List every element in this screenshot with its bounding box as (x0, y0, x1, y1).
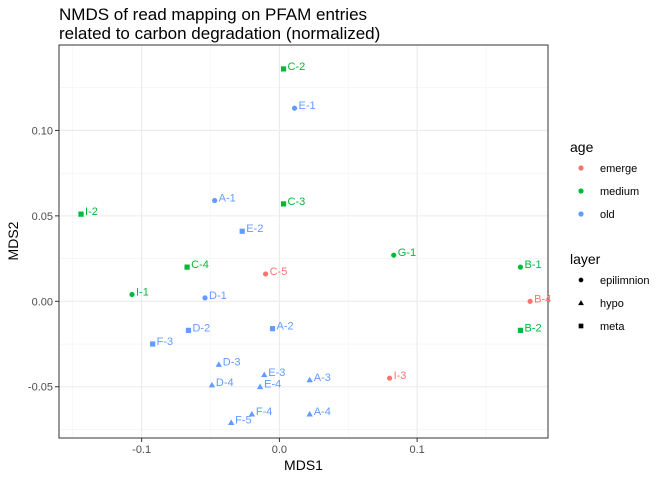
legend-key (578, 323, 584, 329)
legends: age emerge medium old layer epilimnion hypo met… (570, 139, 650, 333)
legend-label: epilimnion (600, 275, 650, 287)
point-label: I-1 (136, 286, 149, 298)
point-label: B-1 (524, 259, 541, 271)
point-label: D-1 (209, 290, 227, 302)
data-point (517, 264, 524, 270)
legend-key (578, 188, 584, 194)
data-point (306, 376, 313, 383)
data-point (129, 291, 135, 298)
data-point (256, 383, 264, 390)
data-point (227, 419, 235, 426)
x-tick-label: 0.1 (409, 444, 424, 456)
chart-title-line-1: NMDS of read mapping on PFAM entries (59, 5, 367, 24)
point-label: C-5 (270, 266, 288, 278)
point-label: I-2 (85, 206, 98, 218)
data-point (527, 298, 533, 304)
data-point (391, 252, 397, 258)
legend-label: medium (600, 186, 639, 198)
legend-label: hypo (600, 298, 624, 310)
point-label: G-1 (398, 247, 416, 259)
point-label: A-2 (277, 321, 294, 333)
axis-ticks: -0.1 0.0 0.1 -0.05 0.00 0.05 0.10 (28, 125, 425, 456)
point-label: D-3 (223, 357, 241, 369)
point-label: A-1 (219, 192, 236, 204)
point-label: F-4 (256, 406, 273, 418)
point-label: E-3 (268, 367, 285, 379)
point-label: A-3 (314, 372, 331, 384)
y-tick-label: -0.05 (28, 382, 53, 394)
point-label: F-5 (235, 415, 252, 427)
point-label: I-3 (394, 370, 407, 382)
data-point (291, 105, 298, 111)
data-point (202, 295, 208, 301)
point-label: C-2 (288, 61, 306, 73)
data-point (184, 264, 190, 270)
y-axis-title: MDS2 (5, 221, 21, 260)
point-label: D-4 (216, 377, 234, 389)
point-label: F-3 (157, 336, 174, 348)
x-tick-label: -0.1 (132, 444, 151, 456)
legend-key (578, 165, 584, 171)
data-point (386, 375, 393, 381)
point-label: C-3 (288, 196, 306, 208)
data-point (248, 410, 256, 417)
legend-label: emerge (600, 163, 637, 175)
data-point (185, 327, 192, 333)
data-point (239, 228, 245, 234)
legend-key (578, 277, 584, 283)
y-tick-label: 0.00 (32, 296, 53, 308)
data-point (280, 201, 287, 207)
plot-panel-border (58, 44, 549, 439)
data-point (517, 327, 524, 333)
data-point (78, 211, 84, 217)
point-label: D-2 (192, 322, 210, 334)
chart-title-line-2: related to carbon degradation (normalize… (59, 24, 380, 43)
data-point (208, 381, 216, 388)
data-point (269, 326, 276, 332)
data-point (215, 361, 222, 367)
data-point (263, 271, 269, 277)
y-tick-label: 0.10 (32, 125, 53, 137)
grid-lines (59, 45, 548, 438)
data-point (150, 341, 156, 347)
x-tick-label: 0.0 (272, 444, 287, 456)
legend-key (578, 211, 584, 217)
data-point (306, 410, 313, 417)
point-label: E-4 (264, 379, 281, 391)
legend-key (578, 300, 584, 306)
data-points (78, 66, 533, 426)
point-label: E-1 (299, 100, 316, 112)
legend-title: age (570, 139, 594, 155)
legend-label: old (600, 209, 615, 221)
point-label: C-4 (191, 259, 209, 271)
data-point (261, 371, 268, 378)
legend-title: layer (570, 251, 601, 267)
data-point (280, 66, 287, 72)
y-tick-label: 0.05 (32, 211, 53, 223)
data-point (212, 197, 218, 204)
point-labels: C-2 E-1 A-1 C-3 I-2 E-2 G-1 C-4 B-1 C-5 I-1 D-1 B-4 A… (85, 61, 551, 427)
point-label: B-4 (534, 293, 551, 305)
x-axis-title: MDS1 (284, 457, 323, 473)
point-label: E-2 (246, 223, 263, 235)
point-label: A-4 (314, 406, 331, 418)
legend-label: meta (600, 321, 625, 333)
point-label: B-2 (524, 322, 541, 334)
